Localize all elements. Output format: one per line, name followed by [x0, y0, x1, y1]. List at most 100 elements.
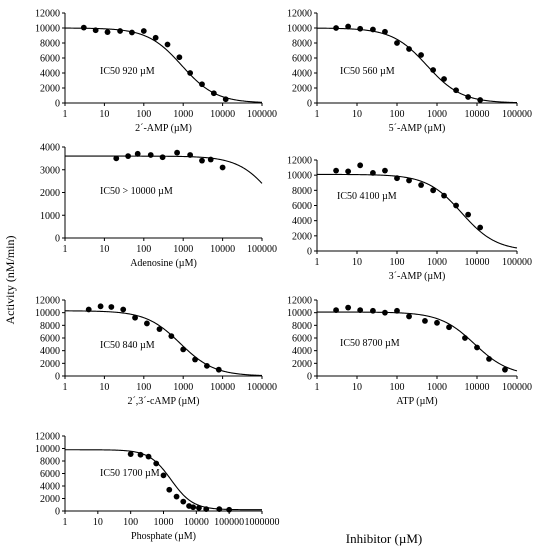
y-tick-label: 8000 — [40, 321, 60, 332]
data-point — [108, 304, 115, 310]
x-tick-label: 100000 — [247, 382, 277, 393]
y-tick-label: 4000 — [292, 69, 312, 80]
y-tick-label: 12000 — [35, 9, 60, 20]
y-tick-label: 4000 — [40, 482, 60, 493]
ic50-annotation: IC50 840 µM — [100, 340, 155, 351]
x-axis-label: 2´-AMP (µM) — [135, 123, 192, 134]
data-point — [477, 97, 484, 103]
data-point — [394, 307, 400, 314]
x-axis-title: Inhibitor (µM) — [346, 531, 422, 546]
x-tick-label: 1 — [63, 382, 68, 393]
y-tick-label: 10000 — [287, 308, 312, 319]
ic50-annotation: IC50 8700 µM — [340, 338, 400, 349]
x-tick-label: 100 — [136, 244, 151, 255]
data-point — [147, 152, 154, 158]
y-axis-title: Activity (nM/min) — [3, 236, 17, 325]
y-tick-label: 10000 — [35, 308, 60, 319]
fit-curve — [65, 449, 262, 511]
data-point — [180, 346, 187, 353]
data-point — [418, 52, 424, 58]
data-point — [199, 157, 205, 164]
x-tick-label: 10 — [352, 382, 362, 393]
data-point — [434, 319, 440, 326]
x-axis-label: Adenosine (µM) — [130, 258, 197, 269]
y-tick-label: 2000 — [40, 188, 60, 199]
x-tick-label: 100 — [390, 257, 405, 268]
y-tick-label: 1000 — [40, 211, 60, 222]
y-tick-label: 2000 — [292, 231, 312, 242]
x-tick-label: 1 — [63, 244, 68, 255]
data-point — [430, 187, 437, 194]
x-tick-label: 1000 — [427, 109, 447, 120]
y-tick-label: 4000 — [40, 143, 60, 154]
data-point — [215, 366, 222, 373]
x-tick-label: 10000 — [465, 382, 490, 393]
data-point — [474, 344, 480, 351]
data-point — [370, 307, 376, 314]
data-point — [85, 306, 92, 313]
data-point — [446, 324, 452, 331]
x-tick-label: 100000 — [214, 517, 244, 528]
y-tick-label: 6000 — [40, 54, 60, 65]
ic50-annotation: IC50 4100 µM — [337, 191, 397, 202]
y-tick-label: 6000 — [40, 469, 60, 480]
x-axis-label: Phosphate (µM) — [131, 531, 196, 542]
data-point — [477, 224, 484, 231]
data-point — [192, 356, 198, 363]
data-point — [486, 356, 492, 362]
x-tick-label: 10 — [352, 257, 362, 268]
x-tick-label: 100 — [390, 382, 405, 393]
y-tick-label: 4000 — [40, 346, 60, 357]
data-point — [453, 202, 459, 209]
x-tick-label: 1 — [63, 109, 68, 120]
data-point — [345, 304, 352, 311]
y-tick-label: 2000 — [292, 359, 312, 370]
data-point — [144, 320, 150, 327]
x-tick-label: 100000 — [247, 244, 277, 255]
data-point — [117, 28, 123, 34]
x-tick-label: 100 — [390, 109, 405, 120]
ic50-annotation: IC50 > 10000 µM — [100, 186, 173, 197]
y-tick-label: 3000 — [40, 165, 60, 176]
fit-curve — [64, 27, 263, 103]
y-tick-label: 0 — [307, 99, 312, 110]
x-tick-label: 100000 — [502, 257, 532, 268]
data-point — [357, 25, 364, 32]
y-tick-label: 6000 — [40, 334, 60, 345]
data-point — [176, 54, 183, 61]
y-tick-label: 10000 — [35, 24, 60, 35]
data-point — [441, 76, 447, 82]
chart-panel-1: 0 2000 4000 6000 8000 10000 12000 1 10 100 1000 100… — [35, 9, 277, 135]
x-tick-label: 100 — [136, 109, 151, 120]
y-tick-label: 0 — [55, 372, 60, 383]
data-point — [222, 96, 229, 103]
fit-curve — [317, 311, 518, 372]
data-point — [430, 67, 437, 73]
fit-curve — [65, 155, 263, 184]
data-point — [441, 192, 447, 199]
data-point — [92, 27, 99, 34]
x-tick-label: 1000 — [173, 382, 193, 393]
x-tick-label: 10000 — [210, 382, 235, 393]
chart-panel-3: 0 1000 2000 3000 4000 1 10 100 1000 10000 100000 Ad… — [40, 143, 277, 270]
data-point — [370, 26, 376, 33]
y-tick-label: 10000 — [35, 444, 60, 455]
y-tick-label: 0 — [307, 247, 312, 258]
x-tick-label: 1000000 — [245, 517, 280, 528]
data-point — [226, 506, 233, 513]
data-point — [502, 366, 508, 373]
y-tick-label: 0 — [307, 372, 312, 383]
data-point — [422, 318, 428, 324]
x-tick-label: 100 — [123, 517, 138, 528]
data-point — [127, 451, 134, 458]
x-tick-label: 1000 — [173, 109, 193, 120]
data-point — [216, 506, 223, 513]
data-point — [125, 153, 132, 160]
data-point — [113, 155, 120, 162]
x-tick-label: 10 — [93, 517, 103, 528]
y-tick-label: 8000 — [292, 39, 312, 50]
x-tick-label: 10000 — [465, 109, 490, 120]
data-point — [137, 451, 144, 458]
